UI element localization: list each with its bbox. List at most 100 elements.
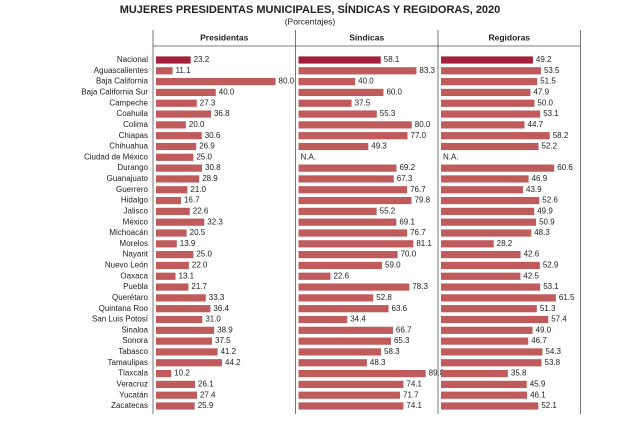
value-label: 25.9 <box>198 401 214 410</box>
value-label: 47.9 <box>533 88 549 97</box>
bar <box>156 121 186 129</box>
bar <box>441 196 540 205</box>
value-label: 26.9 <box>199 142 215 151</box>
bar <box>298 391 401 399</box>
bar <box>298 261 383 270</box>
value-label: 31.0 <box>205 315 221 324</box>
bar <box>156 153 194 161</box>
value-label: 53.1 <box>543 109 559 118</box>
category-label: Querétaro <box>112 293 149 302</box>
value-label: 22.6 <box>333 271 349 280</box>
value-label: 27.3 <box>200 98 216 107</box>
value-label: 13.9 <box>180 239 196 248</box>
bar <box>298 110 377 118</box>
category-label: Nayarit <box>123 250 149 259</box>
bar <box>156 251 194 259</box>
value-label: 28.2 <box>497 239 513 248</box>
value-label: 46.1 <box>530 390 546 399</box>
bar <box>441 272 521 280</box>
bar <box>156 315 203 324</box>
panel-header: Regidoras <box>488 32 530 42</box>
category-label: Quintana Roo <box>99 304 149 313</box>
value-label: 52.6 <box>542 196 558 205</box>
bar <box>441 164 555 172</box>
value-label: 48.3 <box>370 358 386 367</box>
value-label: 25.0 <box>196 152 212 161</box>
value-label: 37.5 <box>215 336 231 345</box>
bar <box>156 326 215 334</box>
bar <box>298 251 398 259</box>
value-label: 79.8 <box>414 196 430 205</box>
value-label: 37.5 <box>355 98 371 107</box>
value-label: 55.3 <box>380 109 396 118</box>
bar <box>441 56 533 64</box>
bar <box>441 348 543 356</box>
value-label: 38.9 <box>217 325 233 334</box>
value-label: 46.7 <box>531 336 547 345</box>
category-label: Sinaloa <box>121 325 148 334</box>
value-label: 40.0 <box>358 77 374 86</box>
value-label: 51.3 <box>540 304 556 313</box>
value-label: 36.8 <box>214 109 230 118</box>
bar <box>156 359 223 367</box>
bar <box>156 294 206 302</box>
bar <box>298 229 408 237</box>
value-label: 26.1 <box>198 379 214 388</box>
bar <box>156 164 203 172</box>
category-label: Jalisco <box>124 206 149 215</box>
bar <box>441 305 537 313</box>
bar <box>441 175 529 183</box>
value-label: 78.3 <box>412 282 428 291</box>
value-label: 52.2 <box>542 142 558 151</box>
value-label: 53.1 <box>543 282 559 291</box>
bar <box>298 348 382 356</box>
bar <box>441 88 531 97</box>
value-label: 30.6 <box>205 131 221 140</box>
value-label: 66.7 <box>396 325 412 334</box>
value-label: 55.2 <box>380 206 396 215</box>
bar <box>298 196 412 205</box>
value-label: 16.7 <box>184 196 200 205</box>
value-label: 20.0 <box>189 120 205 129</box>
value-label: 10.2 <box>174 369 190 378</box>
bar <box>441 121 525 129</box>
category-label: Coahuila <box>116 109 148 118</box>
bar <box>298 218 397 226</box>
bar <box>441 380 527 388</box>
bar <box>298 132 408 140</box>
category-label: Michoacán <box>109 228 148 237</box>
bar <box>441 229 532 237</box>
category-label: Aguascalientes <box>94 66 148 75</box>
bar <box>298 305 389 313</box>
value-label: 52.9 <box>543 261 559 270</box>
bar <box>298 402 404 410</box>
category-label: San Luis Potosí <box>92 315 149 324</box>
bar <box>156 110 211 118</box>
category-label: Chihuahua <box>109 142 148 151</box>
bar <box>156 88 216 97</box>
bar <box>156 402 195 410</box>
bar <box>441 99 535 107</box>
bar <box>298 359 367 367</box>
category-label: Guerrero <box>116 185 149 194</box>
value-label: 71.7 <box>403 390 419 399</box>
bar <box>156 56 191 64</box>
value-label: 21.0 <box>190 185 206 194</box>
bar <box>156 186 188 194</box>
value-label: 30.8 <box>205 163 221 172</box>
bar <box>298 164 397 172</box>
category-label: Morelos <box>120 239 148 248</box>
value-label: 43.9 <box>526 185 542 194</box>
bar <box>156 218 205 226</box>
value-label: 34.4 <box>350 315 366 324</box>
bar <box>441 251 521 259</box>
value-label: 59.0 <box>385 261 401 270</box>
value-label: 67.3 <box>397 174 413 183</box>
bar <box>298 240 414 248</box>
bar <box>298 315 348 324</box>
value-label: 23.2 <box>194 55 210 64</box>
category-label: Durango <box>117 163 148 172</box>
value-label: 60.6 <box>557 163 573 172</box>
value-label: 41.2 <box>221 347 237 356</box>
chart-subtitle: (Porcentajes) <box>285 16 336 26</box>
